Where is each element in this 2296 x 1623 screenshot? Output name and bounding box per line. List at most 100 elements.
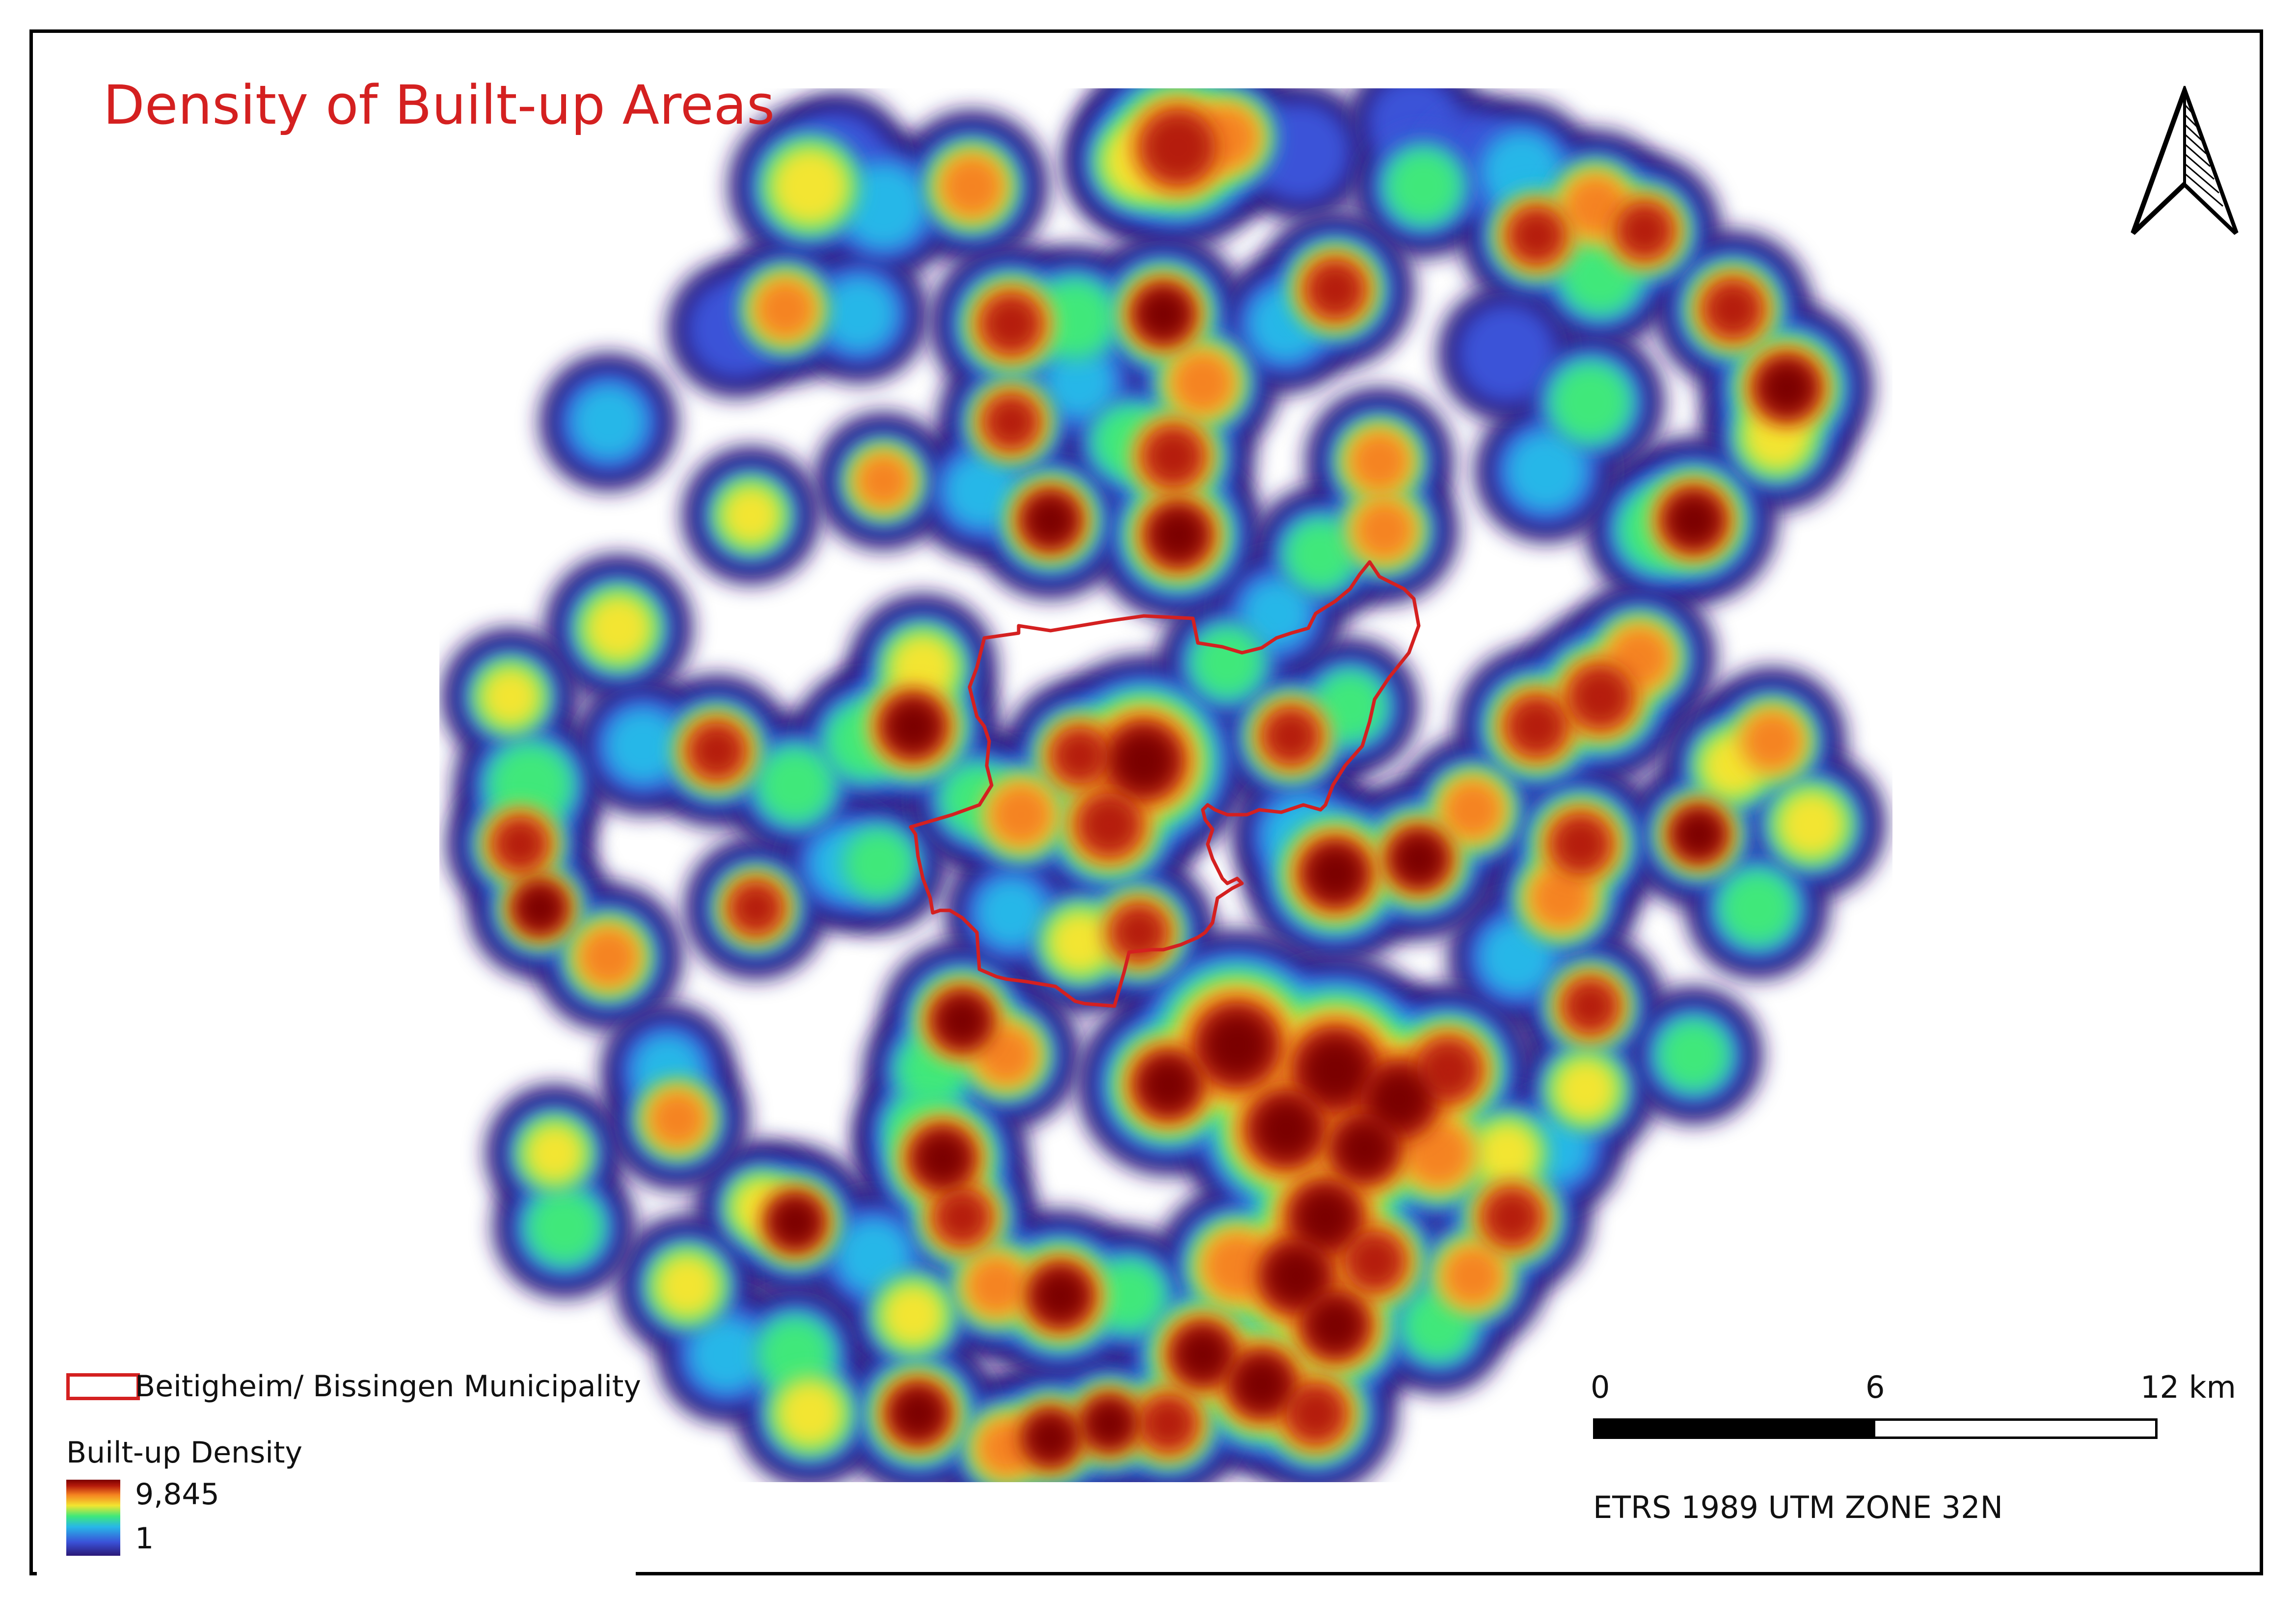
density-core — [1306, 260, 1365, 319]
density-core — [719, 483, 783, 548]
scale-bar: 0 6 12 km — [1591, 1364, 2239, 1453]
density-core — [1043, 346, 1117, 420]
density-core — [1416, 1038, 1480, 1102]
scale-label-0: 0 — [1591, 1369, 1610, 1405]
density-core — [1551, 1055, 1620, 1124]
density-core — [1297, 1188, 1354, 1246]
density-core — [522, 1121, 587, 1186]
density-core — [1761, 362, 1813, 414]
density-core — [1507, 696, 1567, 756]
density-core — [938, 996, 987, 1045]
density-core — [1205, 1013, 1269, 1077]
density-core — [478, 665, 543, 729]
density-core — [1352, 498, 1416, 562]
density-core — [754, 277, 817, 341]
density-core — [939, 154, 1005, 219]
density-core — [1675, 811, 1722, 857]
density-core — [943, 452, 1021, 530]
density-core — [1740, 709, 1804, 773]
density-core — [1267, 1247, 1325, 1305]
density-core — [1286, 1384, 1346, 1443]
density-core — [1308, 847, 1362, 901]
density-core — [1263, 708, 1320, 765]
density-core — [688, 722, 745, 779]
density-core — [1078, 793, 1141, 856]
density-ring — [1249, 101, 1352, 204]
density-color-ramp — [66, 1480, 120, 1556]
density-core — [1303, 1038, 1367, 1102]
density-core — [1719, 870, 1796, 946]
density-core — [647, 1089, 708, 1149]
density-core — [1385, 148, 1462, 225]
density-core — [1177, 1329, 1229, 1381]
density-core — [577, 925, 641, 989]
density-core — [974, 1023, 1038, 1087]
density-core — [1143, 426, 1203, 486]
density-core — [887, 632, 959, 703]
north-arrow-icon — [2131, 86, 2239, 235]
density-legend-max: 9,845 — [135, 1477, 219, 1512]
density-core — [1256, 1099, 1316, 1159]
density-core — [974, 876, 1048, 950]
municipality-legend-label: Beitigheim/ Bissingen Municipality — [135, 1369, 641, 1404]
density-core — [1170, 350, 1236, 416]
density-core — [517, 885, 563, 931]
density-core — [1046, 908, 1114, 977]
density-core — [839, 162, 928, 250]
density-core — [1703, 280, 1762, 339]
density-core — [1528, 865, 1594, 931]
density-core — [1441, 778, 1505, 842]
density-core — [1441, 1244, 1505, 1308]
density-core — [1478, 918, 1556, 996]
scale-segment-black — [1595, 1421, 1875, 1437]
scale-label-6: 6 — [1865, 1369, 1885, 1405]
density-layer — [442, 88, 1885, 1482]
density-core — [1369, 1069, 1429, 1129]
density-core — [772, 1198, 819, 1246]
municipality-boundary — [909, 560, 1421, 1008]
density-core — [1508, 207, 1565, 264]
density-core — [1114, 731, 1174, 791]
density-core — [1191, 627, 1263, 698]
density-core — [1563, 979, 1618, 1034]
map-frame — [29, 29, 2263, 1575]
density-core — [604, 707, 682, 785]
coordinate-system-label: ETRS 1989 UTM ZONE 32N — [1593, 1490, 2003, 1525]
density-core — [757, 747, 834, 824]
density-core — [1034, 1270, 1086, 1322]
density-core — [1052, 727, 1108, 784]
density-core — [757, 1316, 834, 1393]
density-core — [1483, 1188, 1541, 1247]
density-core — [774, 1378, 846, 1449]
map-title: Density of Built-up Areas — [103, 74, 775, 136]
density-legend-min: 1 — [135, 1521, 154, 1556]
density-core — [1235, 1357, 1289, 1411]
density-core — [1551, 814, 1611, 874]
density-core — [965, 1254, 1028, 1318]
legend: Beitigheim/ Bissingen Municipality Built… — [64, 1367, 641, 1556]
density-core — [1140, 1395, 1197, 1452]
density-core — [1658, 1019, 1729, 1091]
density-core — [1139, 290, 1188, 339]
density-core — [1550, 362, 1631, 443]
density-core — [1348, 429, 1411, 493]
density-core — [1668, 495, 1719, 546]
density-core — [493, 817, 548, 872]
density-core — [1403, 1118, 1474, 1189]
density-core — [887, 700, 939, 752]
density-core — [569, 383, 648, 461]
density-core — [1394, 834, 1443, 883]
density-legend-heading: Built-up Density — [66, 1436, 302, 1470]
density-core — [1202, 1231, 1272, 1302]
municipality-legend-swatch — [66, 1373, 140, 1400]
density-core — [893, 1389, 943, 1438]
density-core — [729, 881, 783, 934]
density-core — [1285, 519, 1356, 590]
scale-bar-graphic — [1593, 1418, 2158, 1439]
density-core — [1141, 110, 1216, 185]
density-core — [820, 275, 898, 353]
density-core — [769, 146, 851, 227]
density-core — [1027, 1414, 1074, 1462]
density-core — [934, 1189, 991, 1246]
